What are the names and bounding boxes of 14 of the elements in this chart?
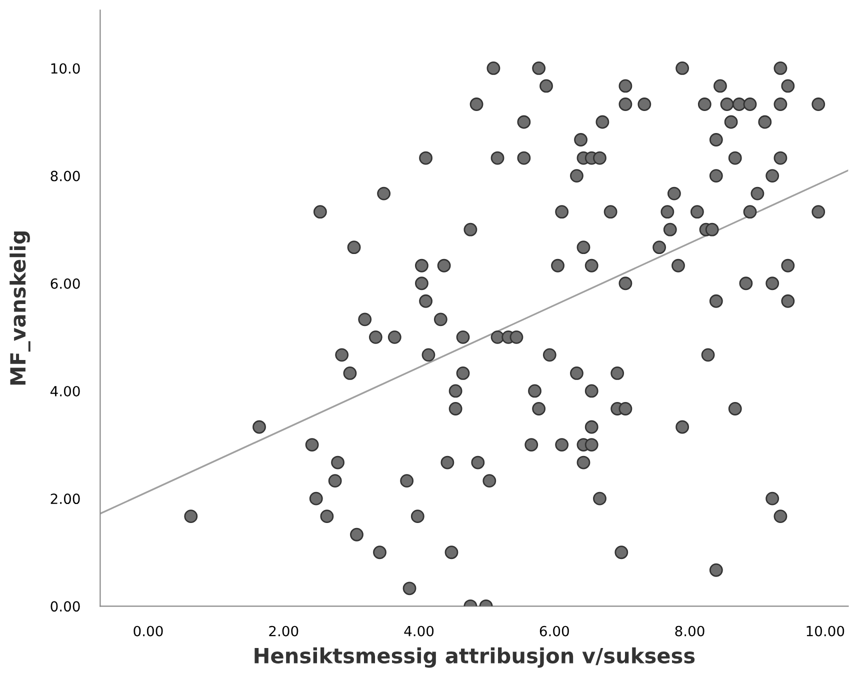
x-tick-label: 8.00 [675,626,704,636]
y-axis-title: MF_vanskelig [10,231,30,385]
y-tick-label: 2.00 [50,494,80,504]
y-tick-label: 8.00 [50,170,80,182]
x-tick-label: 2.00 [269,626,298,636]
y-tick-label: 6.00 [50,278,80,289]
y-tick-label: 4.00 [50,386,80,396]
x-tick-label: 10.00 [806,626,844,636]
x-tick-label: 0.00 [134,626,163,636]
x-axis-title: Hensiktsmessig attribusjon v/suksess [254,647,695,668]
y-tick-label: 10.0 [51,63,80,74]
y-tick-label: 0.00 [50,601,80,612]
x-tick-label: 6.00 [540,626,569,636]
x-tick-label: 4.00 [404,626,434,636]
